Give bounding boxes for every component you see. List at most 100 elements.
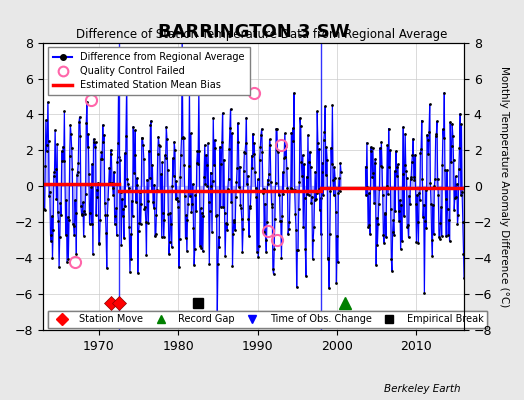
Point <box>439 126 447 132</box>
Point <box>402 175 411 182</box>
Point <box>408 159 416 166</box>
Point <box>85 220 94 227</box>
Point <box>269 266 277 272</box>
Point <box>80 208 89 214</box>
Point <box>323 156 331 163</box>
Point <box>275 192 283 199</box>
Point <box>379 232 388 238</box>
Point <box>375 201 383 207</box>
Point <box>56 200 64 206</box>
Point <box>271 216 279 222</box>
Point <box>383 182 391 189</box>
Point <box>377 162 385 169</box>
Point <box>268 204 276 210</box>
Point <box>423 137 432 143</box>
Point <box>434 192 442 199</box>
Point <box>320 136 328 143</box>
Point <box>378 164 386 170</box>
Point <box>226 106 235 112</box>
Point <box>373 215 381 221</box>
Point <box>448 120 456 127</box>
Point <box>318 168 326 175</box>
Point <box>253 249 261 255</box>
Point <box>98 156 106 162</box>
Point <box>296 115 304 121</box>
Point <box>289 138 298 144</box>
Point <box>447 143 456 150</box>
Point <box>459 251 467 258</box>
Point <box>197 244 205 251</box>
Point <box>187 130 195 137</box>
Point <box>46 232 54 238</box>
Point <box>170 139 179 145</box>
Point <box>405 234 413 240</box>
Point <box>243 181 251 188</box>
Point <box>269 271 278 277</box>
Point <box>52 196 61 202</box>
Point <box>295 178 303 185</box>
Point <box>292 226 300 233</box>
Point <box>95 241 104 248</box>
Point <box>293 247 301 253</box>
Point <box>206 170 215 176</box>
Point <box>120 235 128 241</box>
Point <box>104 196 112 202</box>
Point <box>333 232 341 239</box>
Point <box>373 242 381 248</box>
Point <box>207 182 215 189</box>
Point <box>54 218 63 224</box>
Point <box>303 191 311 197</box>
Point <box>390 168 399 174</box>
Point <box>335 188 344 194</box>
Point <box>388 268 396 274</box>
Point <box>62 197 71 204</box>
Point <box>86 184 95 190</box>
Point <box>236 202 245 208</box>
Point <box>385 126 393 132</box>
Legend: Station Move, Record Gap, Time of Obs. Change, Empirical Break: Station Move, Record Gap, Time of Obs. C… <box>48 310 487 328</box>
Point <box>88 161 96 167</box>
Point <box>420 290 429 296</box>
Point <box>151 233 159 240</box>
Point <box>308 193 316 200</box>
Point <box>70 232 79 238</box>
Point <box>96 216 104 223</box>
Point <box>318 160 326 166</box>
Point <box>283 185 292 192</box>
Point <box>177 135 185 141</box>
Point <box>141 219 150 225</box>
Point <box>418 176 427 182</box>
Point <box>144 220 152 226</box>
Point <box>413 192 421 198</box>
Point <box>134 270 142 276</box>
Point <box>389 217 398 223</box>
Point <box>123 176 132 182</box>
Point <box>92 212 101 218</box>
Point <box>192 208 200 214</box>
Point <box>406 201 414 207</box>
Point <box>192 159 201 166</box>
Point <box>194 91 203 97</box>
Point <box>71 197 79 203</box>
Point <box>113 159 122 165</box>
Point <box>126 268 134 275</box>
Point <box>77 203 85 210</box>
Point <box>57 212 66 218</box>
Point <box>40 207 49 213</box>
Point <box>127 255 135 262</box>
Point <box>426 180 434 186</box>
Point <box>131 127 139 133</box>
Point <box>164 210 172 217</box>
Point <box>380 240 388 246</box>
Point <box>287 130 296 136</box>
Point <box>330 192 338 198</box>
Point <box>413 218 422 225</box>
Point <box>132 198 140 205</box>
Point <box>230 219 238 226</box>
Point <box>416 196 424 203</box>
Point <box>275 188 283 195</box>
Point <box>365 190 373 196</box>
Point <box>113 232 121 239</box>
Point <box>150 182 159 188</box>
Point <box>234 139 243 146</box>
